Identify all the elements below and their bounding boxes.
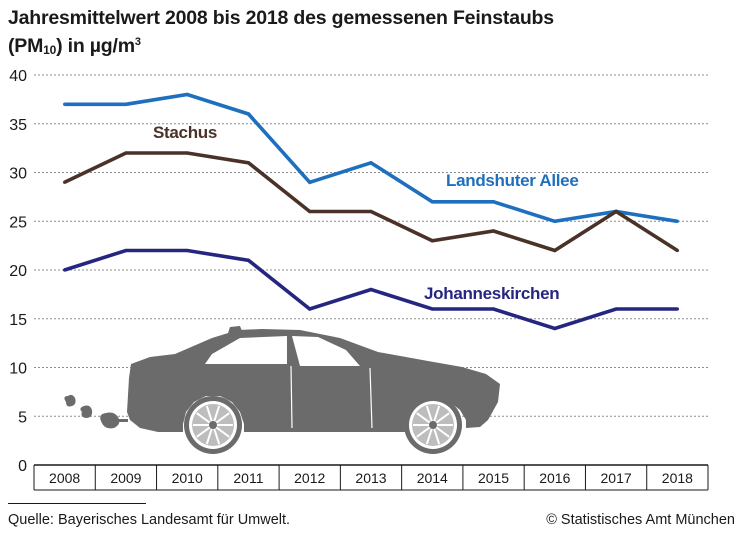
- data-point-landshuter-allee-2009: [124, 102, 128, 106]
- x-tick-label-2013: 2013: [355, 470, 386, 486]
- data-point-stachus-2018: [675, 248, 679, 253]
- title-unit: ) in µg/m: [56, 35, 135, 57]
- data-point-stachus-2008: [63, 180, 67, 184]
- series-line-stachus: [63, 151, 679, 253]
- data-point-landshuter-allee-2015: [491, 200, 496, 204]
- data-point-landshuter-allee-2014: [430, 200, 434, 204]
- x-tick-label-2010: 2010: [172, 470, 203, 486]
- data-point-stachus-2011: [246, 161, 251, 165]
- car-wheel-front: [404, 396, 462, 454]
- exhaust-puff-2: [80, 405, 93, 418]
- data-point-stachus-2012: [308, 209, 312, 214]
- data-point-landshuter-allee-2016: [553, 219, 557, 223]
- hub: [209, 421, 217, 429]
- x-tick-label-2017: 2017: [601, 470, 632, 486]
- y-tick-label-0: 0: [18, 458, 27, 475]
- data-point-johanneskirchen-2010: [185, 248, 189, 253]
- x-tick-label-2011: 2011: [233, 470, 263, 486]
- x-tick-label-2012: 2012: [294, 470, 325, 486]
- data-point-johanneskirchen-2018: [675, 307, 679, 311]
- exhaust-puffs: [64, 394, 128, 429]
- x-tick-label-2015: 2015: [478, 470, 509, 486]
- x-tick-label-2018: 2018: [662, 470, 693, 486]
- data-point-stachus-2010: [185, 151, 189, 155]
- x-axis: 2008 2009 2010 2011 2012 2013 2014 2015 2016 2017…: [33, 464, 709, 491]
- copyright-note: © Statistisches Amt München: [546, 512, 735, 528]
- y-axis-ticks: 0 5 10 15 20 25 30 35 40: [9, 68, 27, 475]
- data-point-johanneskirchen-2014: [430, 307, 434, 311]
- y-tick-label-15: 15: [9, 312, 27, 329]
- title-prefix: (PM: [8, 35, 44, 57]
- label-stachus: Stachus: [153, 123, 217, 142]
- y-tick-label-40: 40: [9, 68, 27, 85]
- y-tick-label-5: 5: [18, 409, 27, 426]
- title-superscript: 3: [134, 36, 141, 48]
- data-point-landshuter-allee-2013: [369, 161, 373, 165]
- series-line-landshuter-allee: [64, 92, 678, 224]
- series-lines: [63, 92, 679, 331]
- x-tick-label-2016: 2016: [539, 470, 570, 486]
- data-point-landshuter-allee-2018: [675, 219, 679, 223]
- x-tick-label-2009: 2009: [110, 470, 141, 486]
- source-note: Quelle: Bayerisches Landesamt für Umwelt…: [8, 512, 291, 528]
- y-tick-label-35: 35: [9, 117, 27, 134]
- data-point-landshuter-allee-2012: [308, 180, 312, 184]
- data-point-johanneskirchen-2015: [491, 307, 496, 311]
- data-point-johanneskirchen-2011: [246, 258, 251, 262]
- data-point-johanneskirchen-2008: [63, 268, 67, 272]
- exhaust-pipe: [118, 419, 128, 422]
- data-point-stachus-2009: [124, 151, 128, 155]
- x-tick-label-2008: 2008: [49, 470, 80, 486]
- title-subscript: 10: [43, 43, 57, 57]
- data-point-stachus-2016: [553, 248, 557, 253]
- y-tick-label-30: 30: [9, 166, 27, 183]
- x-tick-label-2014: 2014: [417, 470, 448, 486]
- label-johanneskirchen: Johanneskirchen: [424, 284, 559, 303]
- car-wheel-rear: [184, 396, 242, 454]
- car-roof-bump: [228, 326, 242, 333]
- car-window-front: [292, 336, 360, 366]
- title-line-1: Jahresmittelwert 2008 bis 2018 des gemes…: [8, 7, 554, 29]
- data-point-landshuter-allee-2011: [246, 112, 251, 116]
- data-point-stachus-2013: [369, 209, 373, 214]
- data-point-stachus-2015: [491, 229, 496, 233]
- car-window-rear: [205, 336, 287, 364]
- y-tick-label-10: 10: [9, 361, 27, 378]
- data-point-johanneskirchen-2016: [553, 326, 557, 331]
- data-point-johanneskirchen-2012: [308, 307, 312, 311]
- data-point-landshuter-allee-2008: [63, 102, 67, 106]
- y-tick-label-20: 20: [9, 263, 27, 280]
- exhaust-puff-1: [64, 394, 76, 407]
- data-point-johanneskirchen-2009: [124, 248, 128, 253]
- car-illustration: [64, 326, 500, 454]
- data-point-johanneskirchen-2013: [369, 287, 373, 292]
- data-point-stachus-2017: [614, 209, 618, 214]
- data-point-landshuter-allee-2010: [185, 92, 189, 97]
- data-point-johanneskirchen-2017: [614, 307, 618, 311]
- label-landshuter-allee: Landshuter Allee: [446, 171, 579, 190]
- car-door-line: [290, 365, 293, 429]
- car-door-line-2: [369, 367, 373, 429]
- exhaust-puff-3: [100, 412, 120, 429]
- chart-title: Jahresmittelwert 2008 bis 2018 des gemes…: [8, 6, 738, 62]
- y-tick-label-25: 25: [9, 214, 27, 231]
- hub: [429, 421, 437, 429]
- title-line-2: (PM10) in µg/m3: [8, 30, 738, 62]
- data-point-stachus-2014: [430, 239, 434, 243]
- footer-divider: [8, 503, 146, 504]
